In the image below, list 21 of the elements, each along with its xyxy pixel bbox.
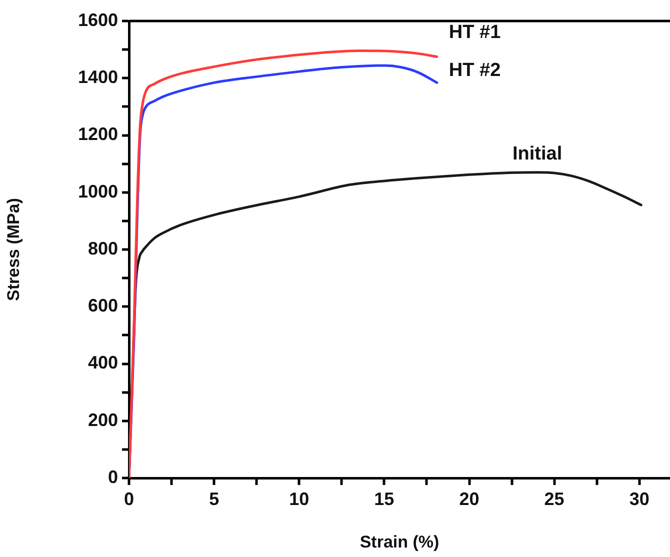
x-axis-title: Strain (%) <box>360 532 440 552</box>
x-tick-label: 5 <box>209 488 220 509</box>
y-tick-label: 600 <box>88 296 118 316</box>
series-label: HT #2 <box>448 60 501 81</box>
y-axis-title: Stress (MPa) <box>4 198 23 301</box>
y-tick-label: 1600 <box>78 10 118 30</box>
x-tick-label: 10 <box>289 488 310 509</box>
series-label: HT #1 <box>448 22 502 43</box>
x-tick-label: 30 <box>629 488 650 509</box>
y-tick-label: 1400 <box>78 67 118 88</box>
y-tick-label: 0 <box>108 466 118 487</box>
x-tick-label: 20 <box>459 488 480 509</box>
x-tick-label: 15 <box>374 488 394 509</box>
y-tick-label: 1200 <box>78 124 118 144</box>
x-tick-label: 0 <box>124 488 134 509</box>
series-label: Initial <box>512 144 562 165</box>
x-tick-label: 25 <box>544 488 564 509</box>
y-tick-label: 400 <box>88 352 118 373</box>
y-tick-label: 200 <box>88 410 118 430</box>
y-tick-label: 1000 <box>78 181 118 202</box>
y-tick-label: 800 <box>88 238 118 258</box>
